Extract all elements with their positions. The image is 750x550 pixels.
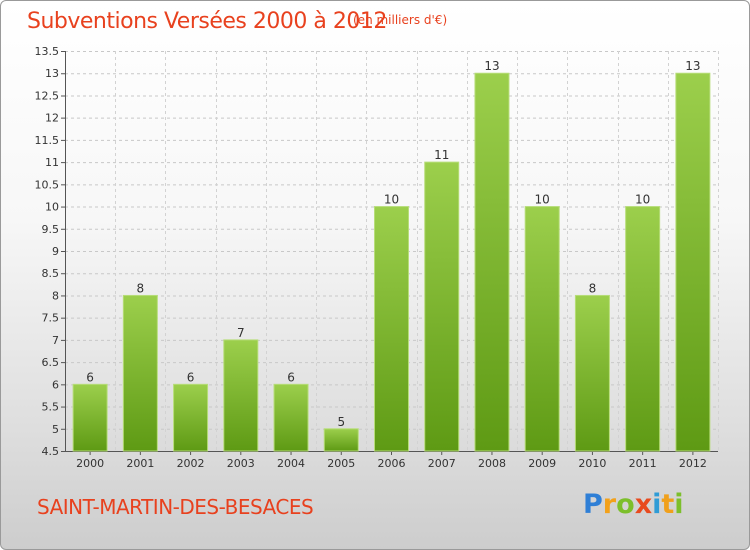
data-label: 6: [86, 370, 94, 384]
x-tick-label: 2001: [126, 457, 154, 470]
y-tick-label: 11.5: [35, 134, 60, 147]
y-tick-label: 6.5: [42, 356, 60, 369]
bar: [223, 339, 259, 452]
data-label: 7: [237, 326, 245, 340]
bar: [474, 72, 510, 452]
y-tick-label: 8: [52, 289, 59, 302]
y-tick-label: 10.5: [35, 178, 60, 191]
data-label: 8: [137, 281, 145, 295]
y-tick-label: 12.5: [35, 89, 60, 102]
y-tick-label: 5.5: [42, 401, 60, 414]
y-tick-label: 12: [45, 112, 59, 125]
y-tick-label: 10: [45, 201, 59, 214]
x-tick-label: 2000: [76, 457, 104, 470]
x-tick-label: 2002: [177, 457, 205, 470]
bar: [72, 383, 108, 452]
data-label: 10: [384, 193, 399, 207]
bar: [122, 294, 158, 452]
data-label: 6: [187, 370, 195, 384]
bar: [625, 206, 661, 452]
data-label: 10: [535, 193, 550, 207]
bar: [424, 161, 460, 452]
x-tick-label: 2007: [428, 457, 456, 470]
bar: [273, 383, 309, 452]
data-label: 5: [337, 415, 345, 429]
x-tick-label: 2008: [478, 457, 506, 470]
bar: [323, 428, 359, 452]
data-label: 11: [434, 148, 449, 162]
chart-subtitle: (en milliers d'€): [353, 13, 448, 27]
bar: [675, 72, 711, 452]
chart-title: Subventions Versées 2000 à 2012: [27, 9, 387, 34]
bar: [374, 206, 409, 452]
bars: [72, 72, 711, 452]
x-tick-label: 2012: [679, 457, 707, 470]
x-tick-label: 2006: [378, 457, 406, 470]
x-tick-label: 2010: [578, 457, 606, 470]
proxiti-logo: Proxiti: [583, 489, 684, 520]
x-tick-label: 2005: [327, 457, 355, 470]
data-label: 13: [484, 59, 499, 73]
y-tick-label: 5: [52, 423, 59, 436]
y-tick-label: 13.5: [35, 45, 60, 58]
y-tick-label: 4.5: [42, 445, 60, 458]
y-tick-label: 9: [52, 245, 59, 258]
y-tick-label: 8.5: [42, 267, 60, 280]
y-tick-label: 13: [45, 67, 59, 80]
x-tick-label: 2011: [629, 457, 657, 470]
y-tick-label: 9.5: [42, 223, 60, 236]
y-tick-label: 6: [52, 378, 59, 391]
bar: [574, 294, 610, 452]
y-tick-label: 11: [45, 156, 59, 169]
data-label: 8: [589, 281, 597, 295]
x-tick-label: 2004: [277, 457, 305, 470]
bar: [524, 206, 560, 452]
data-label: 10: [635, 193, 650, 207]
x-tick-label: 2003: [227, 457, 255, 470]
y-tick-label: 7: [52, 334, 59, 347]
data-label: 13: [685, 59, 700, 73]
bar: [173, 383, 209, 452]
data-label: 6: [287, 370, 295, 384]
x-tick-label: 2009: [528, 457, 556, 470]
labels: 4.5 5 5.5 6 6.5 7 7.5 8 8.5 9 9.5 10 10.5 11 11.5 12 12.…: [35, 45, 707, 470]
y-tick-label: 7.5: [42, 312, 60, 325]
commune-name: SAINT-MARTIN-DES-BESACES: [37, 495, 314, 519]
